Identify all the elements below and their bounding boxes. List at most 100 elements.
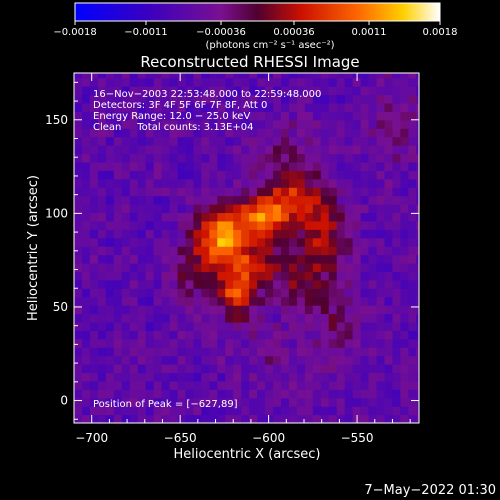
heatmap-cell [320,86,330,96]
heatmap-cell [217,330,226,340]
heatmap-cell [312,170,322,180]
heatmap-cell [376,414,386,423]
heatmap-cell [344,406,354,416]
heatmap-cell [416,136,419,146]
heatmap-cell [201,77,210,87]
heatmap-cell [113,195,123,205]
heatmap-cell [288,73,298,79]
heatmap-cell [273,102,282,112]
heatmap-cell [304,212,314,222]
heatmap-cell [328,102,338,112]
heatmap-cell [177,161,187,171]
heatmap-cell [193,246,202,256]
heatmap-cell [304,406,314,416]
heatmap-cell [105,397,115,407]
heatmap-cell [296,136,306,146]
heatmap-cell [265,313,274,323]
heatmap-cell [113,296,123,306]
heatmap-cell [145,119,155,129]
heatmap-cell [273,204,282,214]
heatmap-cell [81,195,91,205]
heatmap-cell [273,380,282,390]
heatmap-cell [89,119,99,129]
heatmap-cell [344,313,354,323]
heatmap-cell [185,389,195,399]
heatmap-cell [352,296,362,306]
heatmap-cell [161,262,171,272]
heatmap-cell [129,254,139,264]
heatmap-cell [265,246,274,256]
heatmap-cell [400,389,409,399]
heatmap-cell [201,237,210,247]
heatmap-cell [408,380,417,390]
heatmap-cell [137,170,147,180]
y-tick-label: 100 [45,206,68,220]
heatmap-cell [336,262,346,272]
heatmap-cell [376,246,386,256]
heatmap-cell [81,254,91,264]
heatmap-cell [81,414,91,423]
heatmap-cell [241,229,250,239]
heatmap-cell [344,77,354,87]
heatmap-cell [161,347,171,357]
heatmap-cell [336,178,346,188]
heatmap-cell [145,414,155,423]
colorbar-tick-label: 0.00036 [273,27,314,38]
heatmap-cell [288,204,298,214]
heatmap-cell [225,338,234,348]
heatmap-cell [105,246,115,256]
heatmap-cell [201,111,210,121]
heatmap-cell [113,73,123,79]
heatmap-cell [320,237,330,247]
heatmap-cell [201,73,210,79]
heatmap-cell [153,94,163,104]
heatmap-cell [225,330,234,340]
heatmap-cell [360,313,370,323]
heatmap-cell [304,237,314,247]
heatmap-cell [137,321,147,331]
heatmap-cell [177,364,187,374]
heatmap-cell [265,288,274,298]
heatmap-cell [392,86,402,96]
heatmap-cell [97,372,107,382]
heatmap-cell [257,102,266,112]
heatmap-cell [304,271,314,281]
heatmap-cell [249,338,258,348]
heatmap-cell [233,145,242,155]
heatmap-cell [241,389,250,399]
heatmap-cell [312,86,322,96]
heatmap-cell [288,389,298,399]
heatmap-cell [352,187,362,197]
heatmap-cell [193,161,202,171]
heatmap-cell [281,380,290,390]
heatmap-cell [161,73,171,79]
heatmap-cell [137,195,147,205]
heatmap-cell [161,338,171,348]
heatmap-cell [225,389,234,399]
heatmap-cell [265,414,274,423]
heatmap-cell [177,187,187,197]
heatmap-cell [273,119,282,129]
heatmap-cell [89,372,99,382]
heatmap-cell [257,187,266,197]
heatmap-cell [384,246,394,256]
heatmap-cell [161,170,171,180]
heatmap-cell [352,153,362,163]
heatmap-cell [89,237,99,247]
heatmap-cell [416,305,419,315]
heatmap-cell [153,406,163,416]
heatmap-cell [89,338,99,348]
heatmap-cell [217,178,226,188]
heatmap-cell [257,380,266,390]
heatmap-cell [121,321,131,331]
heatmap-cell [153,389,163,399]
heatmap-cell [74,229,83,239]
heatmap-cell [81,128,91,138]
heatmap-cell [153,195,163,205]
heatmap-cell [177,73,187,79]
heatmap-cell [249,237,258,247]
heatmap-cell [193,305,202,315]
heatmap-cell [344,212,354,222]
heatmap-cell [129,102,139,112]
heatmap-cell [145,313,155,323]
